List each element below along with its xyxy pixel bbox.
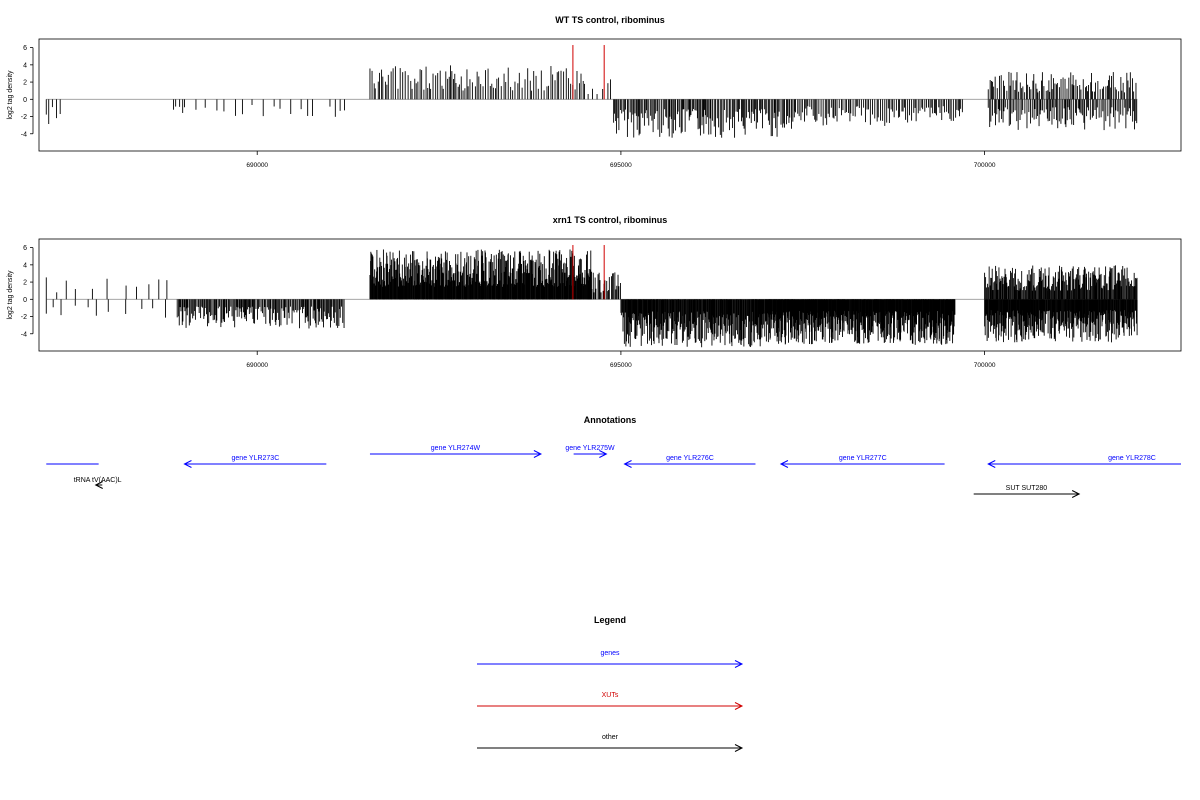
annotation-feature: gene YLR276C	[623, 455, 756, 468]
annotation-feature: gene YLR277C	[779, 455, 945, 468]
y-tick-label: -4	[21, 331, 27, 338]
annotation-track: Annotations tRNA tV(AAC)L gene YLR273C gen…	[46, 415, 1181, 498]
panel-title: WT TS control, ribominus	[555, 15, 665, 25]
legend-label: XUTs	[602, 692, 619, 699]
feature-label: gene YLR273C	[232, 455, 280, 462]
annotation-feature: gene YLR278C	[987, 455, 1181, 468]
track-panel-xrn1: xrn1 TS control, ribominus log2 tag dens…	[7, 215, 1182, 369]
feature-label: gene YLR275W	[565, 445, 615, 452]
arrow-head	[533, 450, 543, 458]
annotation-feature: gene YLR274W	[369, 445, 543, 458]
y-tick-label: 4	[23, 262, 27, 269]
arrow-head	[987, 460, 996, 468]
legend-arrow-head	[734, 702, 744, 710]
x-tick-label: 700000	[974, 162, 996, 169]
x-tick-label: 700000	[974, 362, 996, 369]
legend-label: genes	[600, 650, 620, 657]
data-bars	[45, 45, 1138, 138]
legend-entries: genes XUTs other	[477, 650, 744, 752]
legend-title: Legend	[594, 615, 626, 625]
y-tick-label: -2	[21, 114, 27, 121]
y-tick-label: 6	[23, 45, 27, 52]
feature-label: gene YLR276C	[666, 455, 714, 462]
legend-arrow-head	[734, 660, 744, 668]
y-tick-label: 2	[23, 80, 27, 87]
arrow-head	[623, 460, 632, 468]
annotation-feature: tRNA tV(AAC)L	[74, 477, 122, 489]
legend: Legend genes XUTs other	[477, 615, 744, 752]
plot-frame	[38, 38, 1182, 152]
x-tick-label: 690000	[246, 162, 268, 169]
annotations-title: Annotations	[584, 415, 637, 425]
legend-entry: XUTs	[477, 692, 744, 710]
annotation-feature: gene YLR275W	[565, 445, 615, 458]
y-tick-label: 2	[23, 280, 27, 287]
data-bars	[45, 245, 1138, 348]
arrow-head	[779, 460, 789, 468]
annotation-features: tRNA tV(AAC)L gene YLR273C gene YLR274W gen…	[46, 445, 1181, 498]
legend-label: other	[602, 734, 619, 741]
plot-frame	[38, 238, 1182, 352]
arrow-head	[94, 481, 103, 489]
arrow-head	[1071, 490, 1081, 498]
feature-label: gene YLR274W	[431, 445, 481, 452]
feature-label: gene YLR277C	[839, 455, 887, 462]
feature-label: tRNA tV(AAC)L	[74, 477, 122, 484]
arrow-head	[599, 450, 608, 458]
y-tick-label: -4	[21, 131, 27, 138]
y-axis-label: log2 tag density	[7, 270, 14, 320]
annotation-feature: SUT SUT280	[973, 485, 1081, 498]
track-panel-wt: WT TS control, ribominus log2 tag densit…	[7, 15, 1182, 169]
y-axis-label: log2 tag density	[7, 70, 14, 120]
x-tick-label: 690000	[246, 362, 268, 369]
feature-label: SUT SUT280	[1006, 485, 1048, 492]
x-tick-label: 695000	[610, 162, 632, 169]
y-tick-label: 4	[23, 62, 27, 69]
feature-label: gene YLR278C	[1108, 455, 1156, 462]
axes: -4 -2 0 2 4 6 690000 695000 700000	[21, 45, 996, 169]
axes: -4 -2 0 2 4 6 690000 695000 700000	[21, 245, 996, 369]
y-tick-label: 0	[23, 97, 27, 104]
arrow-head	[183, 460, 192, 468]
legend-arrow-head	[734, 744, 744, 752]
y-tick-label: -2	[21, 314, 27, 321]
y-tick-label: 0	[23, 297, 27, 304]
annotation-feature: gene YLR273C	[183, 455, 327, 468]
x-tick-label: 695000	[610, 362, 632, 369]
legend-entry: genes	[477, 650, 744, 668]
legend-entry: other	[477, 734, 744, 752]
y-tick-label: 6	[23, 245, 27, 252]
panel-title: xrn1 TS control, ribominus	[553, 215, 668, 225]
